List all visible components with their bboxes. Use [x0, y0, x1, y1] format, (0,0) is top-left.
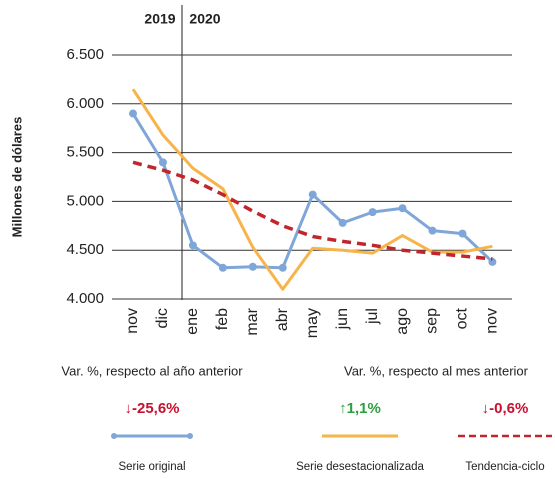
period-label: 2019 — [144, 11, 175, 27]
data-point — [398, 204, 407, 213]
x-tick-label: oct — [454, 307, 471, 329]
x-tick-label: abr — [274, 307, 291, 331]
y-tick-label: 4.500 — [66, 241, 104, 258]
data-point — [129, 109, 137, 118]
x-tick-label: ene — [184, 308, 201, 335]
y-tick-label: 5.000 — [66, 192, 104, 209]
y-tick-label: 6.000 — [66, 95, 104, 112]
data-point — [488, 257, 497, 266]
x-tick-label: sep — [424, 308, 441, 334]
period-label: 2020 — [189, 11, 220, 27]
x-tick-label: nov — [484, 308, 501, 334]
data-point — [248, 262, 257, 271]
x-tick-label: may — [304, 308, 321, 338]
y-tick-label: 6.500 — [66, 46, 104, 63]
x-tick-label: mar — [244, 307, 261, 335]
series-line — [131, 88, 493, 291]
series-line — [132, 160, 493, 261]
change-header: Var. %, respecto al mes anterior — [344, 363, 529, 378]
x-tick-label: feb — [214, 308, 231, 330]
change-label: ↓-25,6% — [124, 400, 179, 417]
x-tick-label: jul — [364, 308, 381, 325]
change-header: Var. %, respecto al año anterior — [61, 363, 243, 378]
change-label: ↓-0,6% — [482, 400, 529, 417]
data-point — [428, 226, 437, 235]
data-point — [458, 229, 467, 238]
data-point — [278, 263, 287, 272]
data-point — [158, 158, 167, 167]
legend-marker — [187, 433, 193, 439]
change-label: ↑1,1% — [339, 400, 381, 417]
legend-label: Tendencia-ciclo — [465, 461, 544, 473]
data-point — [188, 241, 197, 250]
legend-marker — [111, 433, 117, 439]
x-tick-label: jun — [334, 308, 351, 330]
y-axis-label: Millones de dólares — [9, 117, 24, 238]
data-point — [308, 190, 317, 199]
x-tick-label: dic — [154, 308, 171, 328]
legend-label: Serie original — [118, 461, 185, 473]
y-tick-label: 5.500 — [66, 144, 104, 161]
y-tick-label: 4.000 — [66, 290, 104, 307]
data-point — [338, 218, 347, 227]
legend-label: Serie desestacionalizada — [296, 461, 424, 473]
x-tick-label: nov — [124, 308, 141, 334]
data-point — [218, 263, 227, 272]
x-tick-label: ago — [394, 308, 411, 335]
data-point — [368, 208, 377, 217]
